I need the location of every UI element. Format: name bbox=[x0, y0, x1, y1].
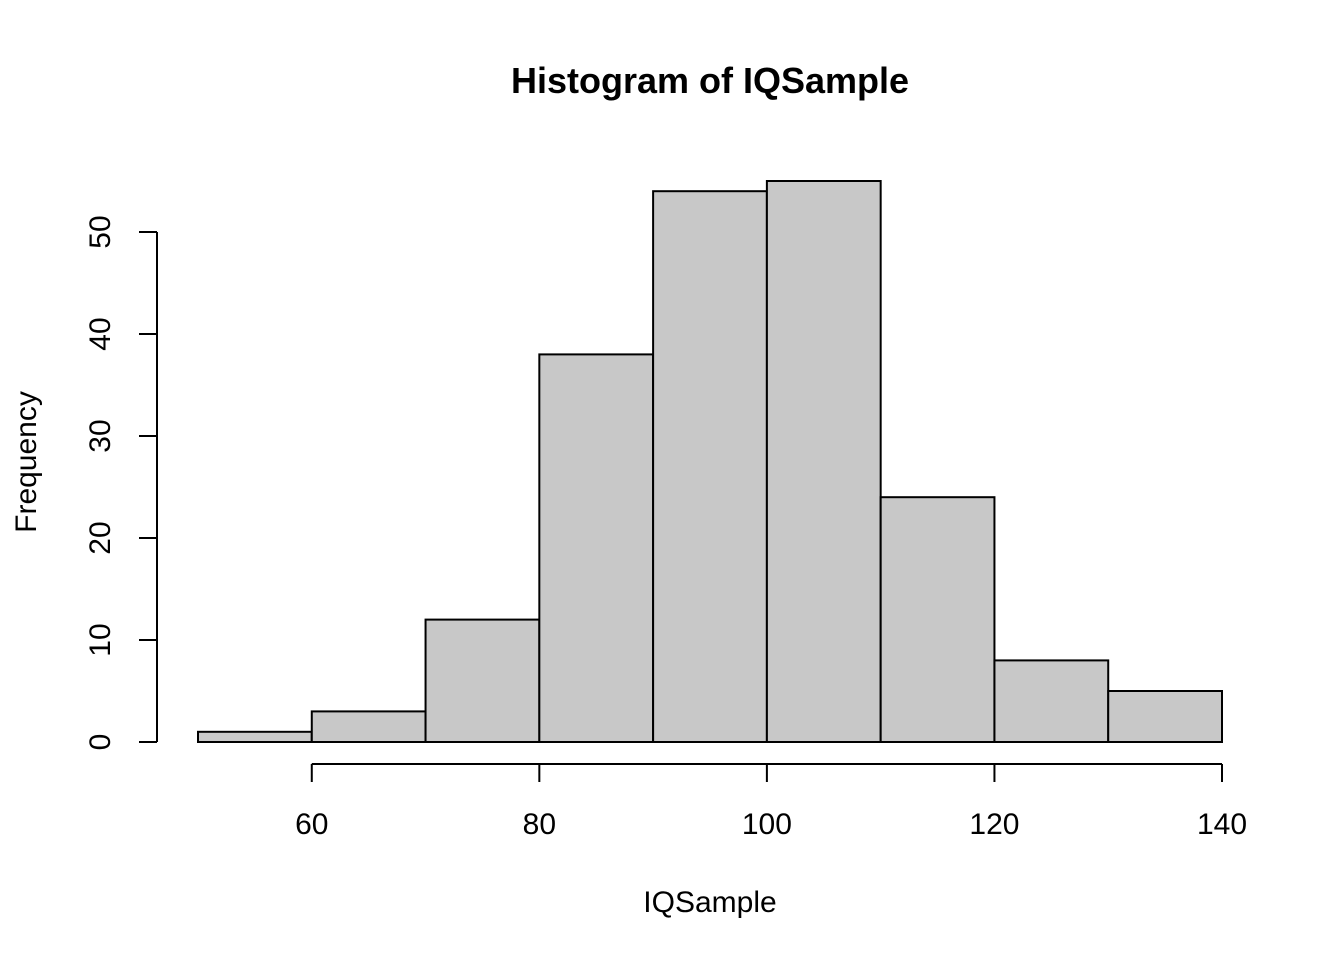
x-axis-label: IQSample bbox=[643, 886, 776, 919]
histogram-bar bbox=[1107, 690, 1223, 743]
y-tick-label: 10 bbox=[84, 623, 117, 656]
y-tick-label: 50 bbox=[84, 215, 117, 248]
x-axis: 60 80 100 120 140 bbox=[295, 763, 1247, 841]
histogram-bar bbox=[424, 618, 541, 743]
histogram-bar bbox=[765, 180, 882, 743]
y-tick-label: 40 bbox=[84, 317, 117, 350]
x-tick-label: 120 bbox=[969, 808, 1019, 841]
y-tick-label: 0 bbox=[84, 734, 117, 751]
histogram-bar bbox=[538, 353, 655, 743]
chart-title: Histogram of IQSample bbox=[511, 60, 909, 101]
histogram-bar bbox=[879, 496, 996, 744]
histogram-bar bbox=[652, 190, 768, 743]
y-axis-label: Frequency bbox=[10, 391, 43, 533]
x-tick-label: 80 bbox=[523, 808, 556, 841]
x-tick-label: 60 bbox=[295, 808, 328, 841]
y-axis: 0 10 20 30 40 50 bbox=[84, 215, 158, 751]
histogram-bar bbox=[310, 710, 427, 744]
histogram-bar bbox=[197, 730, 313, 743]
y-tick-label: 20 bbox=[84, 521, 117, 554]
x-tick-label: 140 bbox=[1197, 808, 1247, 841]
bars-group bbox=[197, 180, 1223, 744]
x-tick-label: 100 bbox=[742, 808, 792, 841]
histogram-bar bbox=[993, 659, 1110, 744]
y-tick-label: 30 bbox=[84, 419, 117, 452]
